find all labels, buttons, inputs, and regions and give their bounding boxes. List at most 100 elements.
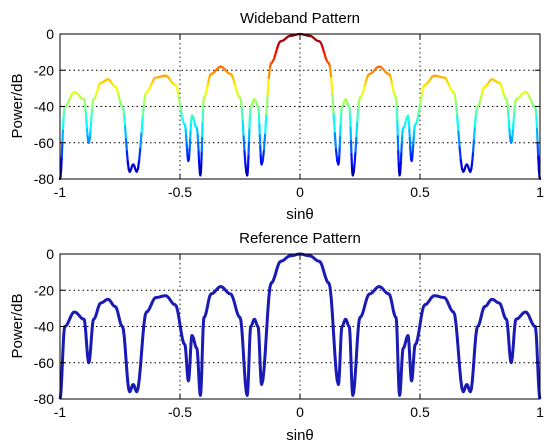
curve-segment xyxy=(536,141,540,158)
curve-segment xyxy=(357,99,361,110)
curve-segment xyxy=(512,111,516,123)
curve-segment xyxy=(537,155,540,170)
curve-segment xyxy=(178,103,183,114)
x-tick-label: 1 xyxy=(536,404,544,420)
curve-segment xyxy=(262,132,267,151)
curve-segment xyxy=(60,155,63,170)
curve-segment xyxy=(471,150,475,164)
wideband-x-axis-label: sinθ xyxy=(286,206,314,223)
curve-segment xyxy=(507,119,511,131)
curve-segment xyxy=(141,102,146,118)
curve-segment xyxy=(123,114,127,128)
curve-segment xyxy=(456,115,460,133)
curve-segment xyxy=(177,95,182,106)
curve-segment xyxy=(264,112,268,135)
curve-segment xyxy=(61,116,65,130)
curve-segment xyxy=(333,132,338,151)
y-tick-label: -80 xyxy=(34,171,54,187)
wideband-pattern-panel: Wideband Pattern -1 -0.5 0 0.5 1 0 -20 -40 -60 -8… xyxy=(9,10,544,223)
curve-segment xyxy=(511,128,515,138)
x-tick-label: -0.5 xyxy=(168,404,192,420)
curve-segment xyxy=(126,161,130,171)
curve-segment xyxy=(88,128,92,138)
curve-segment xyxy=(535,127,539,144)
y-tick-label: -20 xyxy=(34,282,54,298)
curve-segment xyxy=(240,107,244,123)
curve-segment xyxy=(353,150,357,166)
curve-segment xyxy=(331,93,335,115)
curve-segment xyxy=(59,167,63,178)
curve-segment xyxy=(244,162,248,174)
curve-segment xyxy=(267,65,272,79)
x-tick-label: 0 xyxy=(296,184,304,200)
x-tick-label: 0 xyxy=(296,404,304,420)
curve-segment xyxy=(513,104,516,114)
curve-segment xyxy=(85,128,89,138)
curve-segment xyxy=(125,150,129,164)
wideband-ticks: -1 -0.5 0 0.5 1 0 -20 -40 -60 -80 xyxy=(34,26,544,200)
y-tick-label: -40 xyxy=(34,99,54,115)
curve-segment xyxy=(62,108,66,119)
x-tick-label: 0.5 xyxy=(410,404,430,420)
y-tick-label: -60 xyxy=(34,135,54,151)
curve-segment xyxy=(140,115,144,133)
y-tick-label: 0 xyxy=(46,246,54,262)
curve-segment xyxy=(355,120,359,138)
reference-grid xyxy=(60,254,540,399)
curve-segment xyxy=(241,120,245,138)
curve-segment xyxy=(507,111,510,123)
curve-segment xyxy=(90,111,93,123)
reference-pattern-panel: Reference Pattern -1 -0.5 0 0.5 10-20-40-60-… xyxy=(9,230,544,444)
curve-segment xyxy=(537,167,541,178)
y-tick-label: -20 xyxy=(34,62,54,78)
curve-segment xyxy=(122,107,126,118)
curve-segment xyxy=(470,161,474,171)
curve-segment xyxy=(123,125,128,141)
x-tick-label: 1 xyxy=(536,184,544,200)
x-tick-label: -0.5 xyxy=(168,184,192,200)
curve-segment xyxy=(261,148,266,162)
curve-segment xyxy=(138,146,142,162)
x-tick-label: -1 xyxy=(54,404,67,420)
curve-segment xyxy=(511,119,515,131)
curve-segment xyxy=(142,93,147,105)
curve-segment xyxy=(506,104,510,114)
curve-segment xyxy=(242,135,246,153)
curve-segment xyxy=(472,138,476,153)
curve-segment xyxy=(473,114,477,128)
curve-segment xyxy=(60,141,64,158)
curve-segment xyxy=(418,95,423,106)
curve-segment xyxy=(459,158,464,170)
curve-segment xyxy=(352,162,356,174)
curve-segment xyxy=(61,127,65,144)
curve-segment xyxy=(85,119,89,131)
curve-segment xyxy=(136,158,141,170)
curve-segment xyxy=(332,112,336,135)
curve-segment xyxy=(89,119,93,131)
curve-segment xyxy=(84,111,88,123)
curve-segment xyxy=(454,102,459,118)
curve-segment xyxy=(457,130,461,149)
curve-segment xyxy=(243,150,247,166)
curve-segment xyxy=(417,103,422,114)
wideband-grid xyxy=(60,34,540,179)
y-tick-label: 0 xyxy=(46,26,54,42)
curve-segment xyxy=(266,76,270,96)
wideband-title: Wideband Pattern xyxy=(240,10,360,27)
wideband-y-axis-label: Power/dB xyxy=(9,73,26,138)
curve-segment xyxy=(328,65,333,79)
curve-segment xyxy=(474,107,478,118)
curve-segment xyxy=(334,148,339,162)
curve-segment xyxy=(124,138,129,153)
curve-segment xyxy=(534,108,538,119)
reference-x-axis-label: sinθ xyxy=(286,427,314,444)
curve-segment xyxy=(458,146,462,162)
reference-ticks: -1 -0.5 0 0.5 1 0 -20 -40 -60 -80 xyxy=(34,246,544,420)
curve-segment xyxy=(330,76,334,96)
reference-title: Reference Pattern xyxy=(239,230,361,247)
curve-segment xyxy=(354,135,358,153)
curve-segment xyxy=(239,99,243,110)
y-tick-label: -40 xyxy=(34,319,54,335)
x-tick-label: 0.5 xyxy=(410,184,430,200)
